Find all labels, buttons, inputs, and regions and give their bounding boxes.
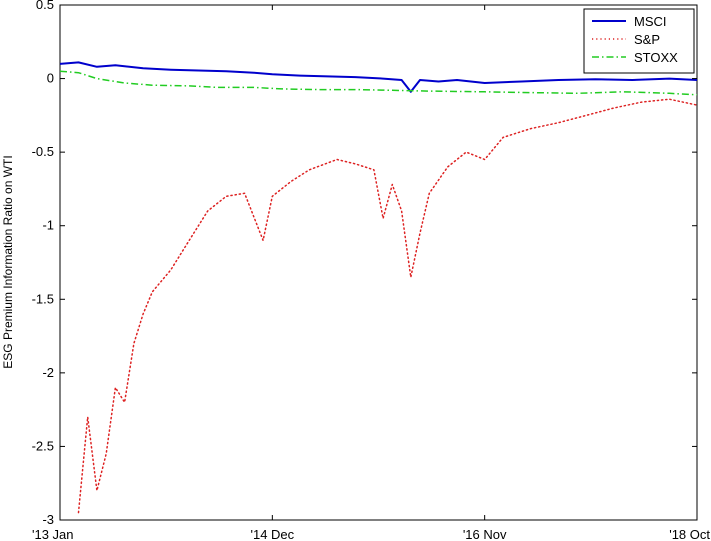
series-layer [59, 61, 698, 514]
legend-label: S&P [634, 32, 660, 47]
x-tick-label: '13 Jan [32, 527, 74, 541]
y-tick-label: -1.5 [32, 291, 54, 306]
y-tick-label: 0.5 [36, 0, 54, 12]
legend-label: STOXX [634, 50, 678, 65]
y-tick-label: -2 [42, 365, 54, 380]
plot-area [59, 4, 698, 521]
y-tick-label: -3 [42, 512, 54, 527]
series-line-msci [59, 61, 698, 93]
y-tick-label: -2.5 [32, 438, 54, 453]
axis-layer: 0.5 0 -0.5 -1 -1.5 -2 -2.5 -3'13 Jan '14 Dec '16 … [32, 0, 711, 541]
x-tick-label: '14 Dec [250, 527, 294, 541]
x-tick-label: '18 Oct [669, 527, 710, 541]
legend-label: MSCI [634, 14, 667, 29]
y-axis-title: ESG Premium Information Ratio on WTI [1, 155, 15, 368]
series-line-sp [77, 98, 698, 514]
y-tick-label: 0 [47, 71, 54, 86]
y-tick-label: -1 [42, 218, 54, 233]
legend: MSCI S&P STOXX [583, 8, 695, 74]
plot-frame [59, 4, 698, 521]
series-line-stoxx [59, 70, 698, 96]
legend-box [583, 8, 695, 74]
x-tick-label: '16 Nov [463, 527, 507, 541]
y-tick-label: -0.5 [32, 144, 54, 159]
